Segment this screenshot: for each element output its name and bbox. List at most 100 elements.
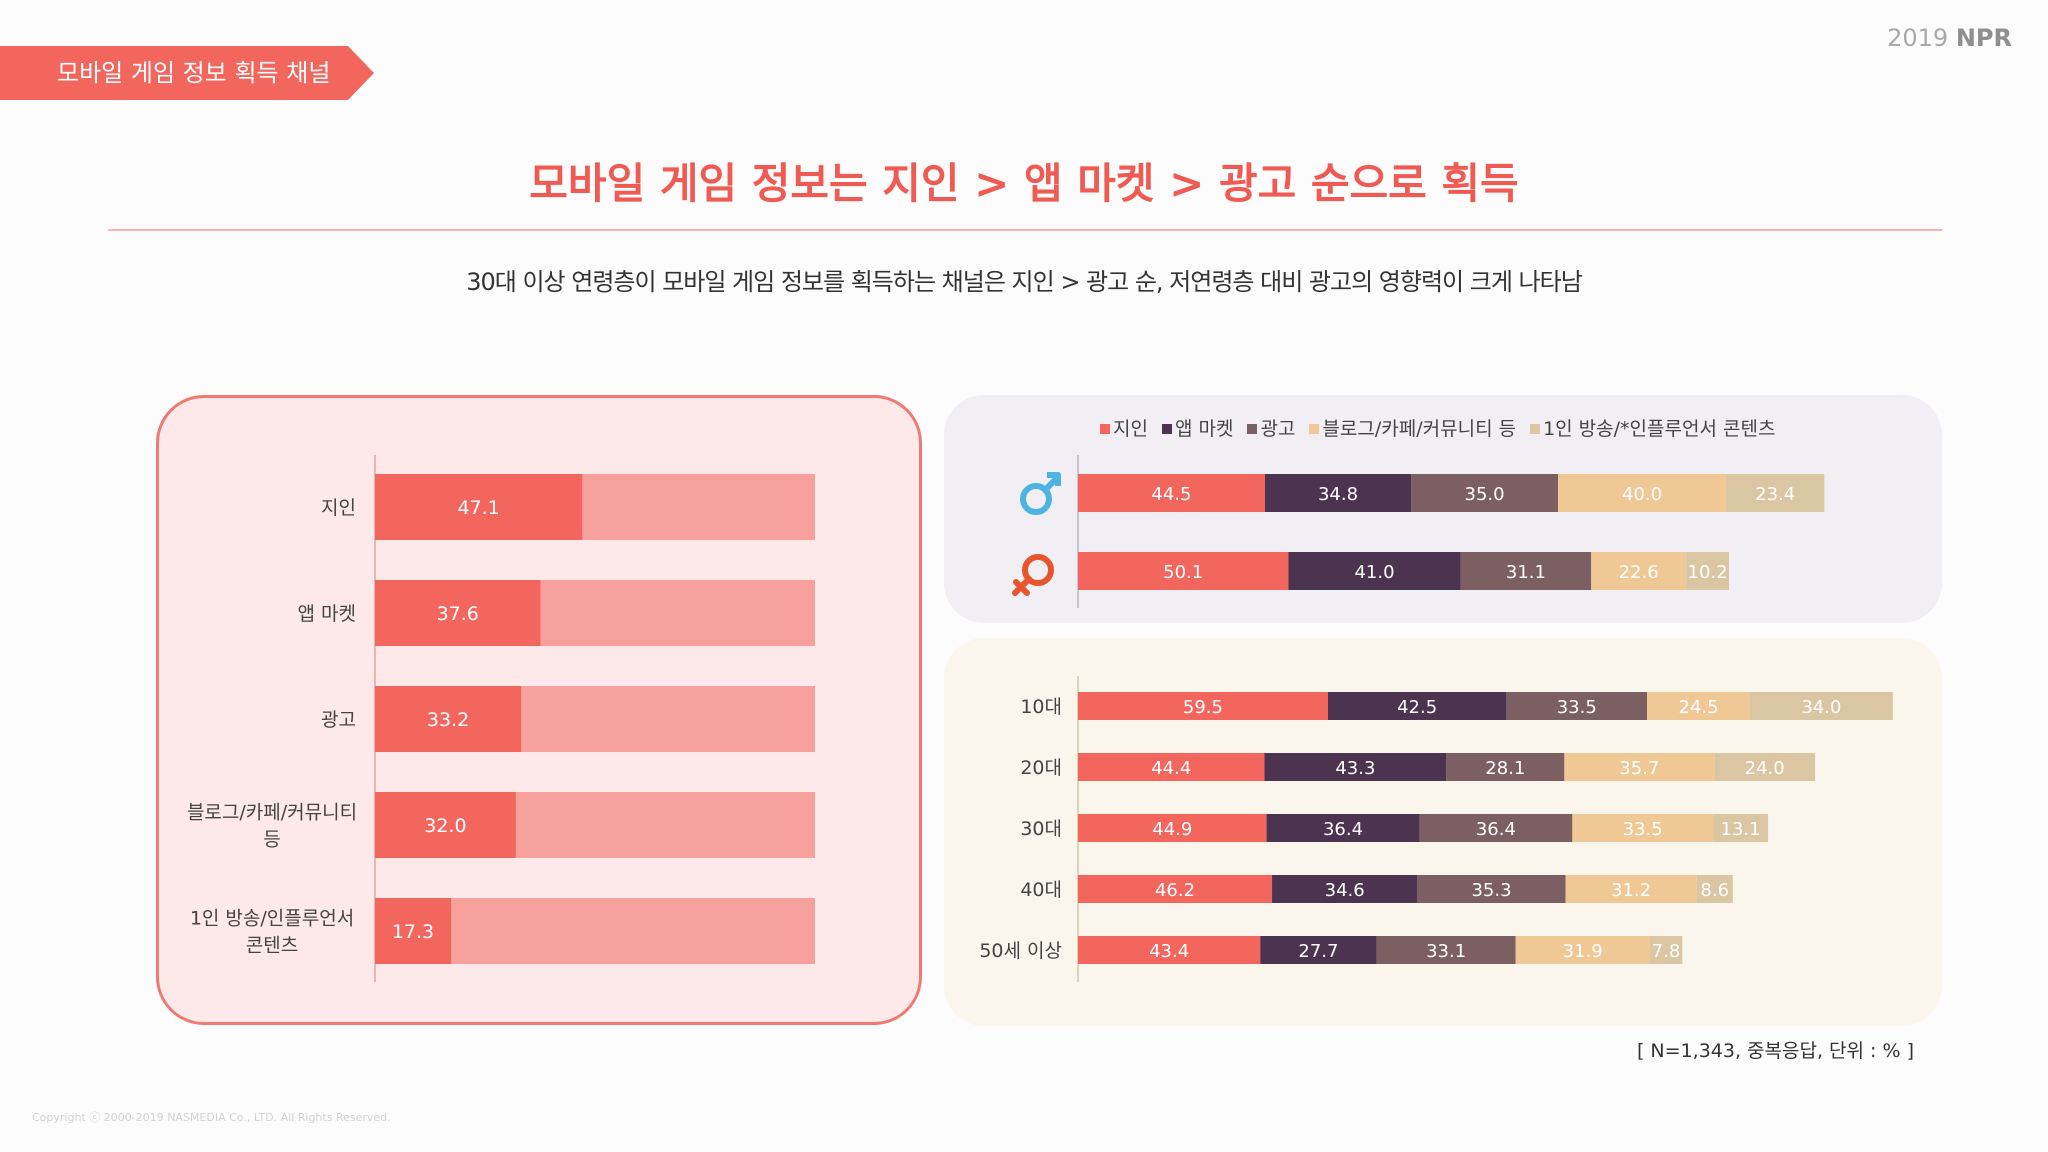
age-segment-1인-방송-인플루언서-콘텐츠 bbox=[1713, 814, 1769, 842]
legend-label: 1인 방송/*인플루언서 콘텐츠 bbox=[1543, 418, 1776, 440]
overall-value-label: 32.0 bbox=[424, 815, 466, 837]
age-value-label: 44.9 bbox=[1152, 819, 1192, 840]
age-segment-지인 bbox=[1078, 936, 1261, 964]
legend-item: 지인 bbox=[1100, 418, 1148, 440]
age-segment-지인 bbox=[1078, 875, 1273, 903]
gender-segment-앱-마켓 bbox=[1288, 552, 1461, 590]
gender-segment-지인 bbox=[1078, 474, 1265, 512]
female-icon-ring bbox=[1022, 554, 1054, 586]
gender-segment-광고 bbox=[1411, 474, 1559, 512]
brand-year: 2019 bbox=[1887, 24, 1949, 52]
age-segment-1인-방송-인플루언서-콘텐츠 bbox=[1696, 875, 1733, 903]
age-value-label: 24.0 bbox=[1745, 758, 1785, 779]
overall-value-label: 37.6 bbox=[437, 603, 479, 625]
age-segment-광고 bbox=[1506, 692, 1648, 720]
gender-value-label: 22.6 bbox=[1619, 562, 1659, 583]
title-divider bbox=[108, 229, 1942, 231]
chart-legend: 지인 앱 마켓 광고 블로그/카페/커뮤니티 등 1인 방송/*인플루언서 콘텐츠 bbox=[1100, 414, 1789, 441]
age-value-label: 33.5 bbox=[1623, 819, 1663, 840]
legend-item: 광고 bbox=[1247, 418, 1295, 440]
age-value-label: 28.1 bbox=[1485, 758, 1525, 779]
age-segment-1인-방송-인플루언서-콘텐츠 bbox=[1714, 753, 1816, 781]
age-value-label: 31.2 bbox=[1611, 880, 1651, 901]
female-icon-bar bbox=[1013, 579, 1030, 596]
overall-bar-블로그-카페-커뮤니티-등 bbox=[375, 792, 516, 858]
age-segment-블로그-카페-커뮤니티-등 bbox=[1515, 936, 1650, 964]
overall-bar-앱-마켓 bbox=[375, 580, 541, 646]
gender-value-label: 40.0 bbox=[1622, 484, 1662, 505]
gender-value-label: 35.0 bbox=[1465, 484, 1505, 505]
age-segment-지인 bbox=[1078, 692, 1328, 720]
age-segment-블로그-카페-커뮤니티-등 bbox=[1565, 875, 1697, 903]
overall-bar-지인 bbox=[375, 474, 583, 540]
copyright: Copyright ⓒ 2000-2019 NASMEDIA Co., LTD.… bbox=[32, 1111, 391, 1124]
gender-value-label: 31.1 bbox=[1506, 562, 1546, 583]
age-value-label: 36.4 bbox=[1476, 819, 1516, 840]
female-icon bbox=[1012, 554, 1054, 596]
age-value-label: 33.5 bbox=[1557, 697, 1597, 718]
age-value-label: 46.2 bbox=[1155, 880, 1195, 901]
overall-value-label: 17.3 bbox=[392, 921, 434, 943]
legend-item: 앱 마켓 bbox=[1161, 418, 1234, 440]
age-segment-블로그-카페-커뮤니티-등 bbox=[1564, 753, 1715, 781]
male-icon-ring bbox=[1020, 483, 1052, 515]
age-value-label: 33.1 bbox=[1426, 941, 1466, 962]
age-category-label: 30대 bbox=[1020, 818, 1062, 840]
age-value-label: 42.5 bbox=[1397, 697, 1437, 718]
age-value-label: 35.3 bbox=[1471, 880, 1511, 901]
male-icon bbox=[1020, 472, 1061, 515]
brand-name: NPR bbox=[1955, 24, 2012, 52]
gender-value-label: 23.4 bbox=[1755, 484, 1795, 505]
age-value-label: 7.8 bbox=[1652, 941, 1681, 962]
gender-segment-광고 bbox=[1460, 552, 1592, 590]
overall-bar-광고 bbox=[375, 686, 522, 752]
legend-label: 앱 마켓 bbox=[1174, 418, 1234, 440]
age-segment-광고 bbox=[1417, 875, 1566, 903]
age-segment-1인-방송-인플루언서-콘텐츠 bbox=[1750, 692, 1893, 720]
age-category-label: 20대 bbox=[1020, 757, 1062, 779]
legend-swatch bbox=[1530, 424, 1541, 434]
age-segment-지인 bbox=[1078, 814, 1267, 842]
age-segment-지인 bbox=[1078, 753, 1265, 781]
gender-segment-블로그-카페-커뮤니티-등 bbox=[1558, 474, 1727, 512]
gender-value-label: 34.8 bbox=[1318, 484, 1358, 505]
age-value-label: 27.7 bbox=[1298, 941, 1338, 962]
age-value-label: 8.6 bbox=[1700, 880, 1729, 901]
legend-label: 블로그/카페/커뮤니티 등 bbox=[1322, 418, 1517, 440]
overall-bar-1인-방송-인플루언서-콘텐츠 bbox=[375, 898, 452, 964]
age-segment-광고 bbox=[1376, 936, 1516, 964]
page-title: 모바일 게임 정보는 지인 > 앱 마켓 > 광고 순으로 획득 bbox=[529, 159, 1519, 208]
legend-label: 광고 bbox=[1260, 418, 1296, 440]
legend-item: 1인 방송/*인플루언서 콘텐츠 bbox=[1530, 418, 1775, 440]
gender-segment-지인 bbox=[1078, 552, 1289, 590]
age-category-label: 10대 bbox=[1020, 696, 1062, 718]
age-category-label: 40대 bbox=[1020, 879, 1062, 901]
overall-value-label: 47.1 bbox=[457, 497, 499, 519]
male-icon-arrow bbox=[1047, 472, 1061, 486]
age-value-label: 35.7 bbox=[1619, 758, 1659, 779]
age-segment-광고 bbox=[1446, 753, 1565, 781]
gender-segment-앱-마켓 bbox=[1264, 474, 1412, 512]
age-value-label: 44.4 bbox=[1151, 758, 1191, 779]
age-segment-1인-방송-인플루언서-콘텐츠 bbox=[1649, 936, 1683, 964]
age-segment-앱-마켓 bbox=[1272, 875, 1418, 903]
overall-category-label: 등 bbox=[263, 829, 280, 851]
section-tag: 모바일 게임 정보 획득 채널 bbox=[0, 46, 374, 100]
sample-note: [ N=1,343, 중복응답, 단위 : % ] bbox=[1636, 1040, 1914, 1062]
age-value-label: 24.5 bbox=[1679, 697, 1719, 718]
overall-category-label: 콘텐츠 bbox=[246, 935, 298, 957]
overall-value-label: 33.2 bbox=[427, 709, 469, 731]
overall-category-label: 광고 bbox=[321, 709, 356, 731]
overall-category-label: 블로그/카페/커뮤니티 bbox=[187, 802, 357, 824]
age-segment-블로그-카페-커뮤니티-등 bbox=[1647, 692, 1750, 720]
age-segment-앱-마켓 bbox=[1264, 753, 1447, 781]
age-value-label: 43.3 bbox=[1335, 758, 1375, 779]
legend-swatch bbox=[1247, 424, 1258, 434]
legend-swatch bbox=[1309, 424, 1320, 434]
age-value-label: 36.4 bbox=[1323, 819, 1363, 840]
age-value-label: 34.6 bbox=[1325, 880, 1365, 901]
legend-item: 블로그/카페/커뮤니티 등 bbox=[1309, 418, 1516, 440]
age-value-label: 13.1 bbox=[1721, 819, 1761, 840]
age-segment-앱-마켓 bbox=[1266, 814, 1420, 842]
age-segment-광고 bbox=[1419, 814, 1573, 842]
